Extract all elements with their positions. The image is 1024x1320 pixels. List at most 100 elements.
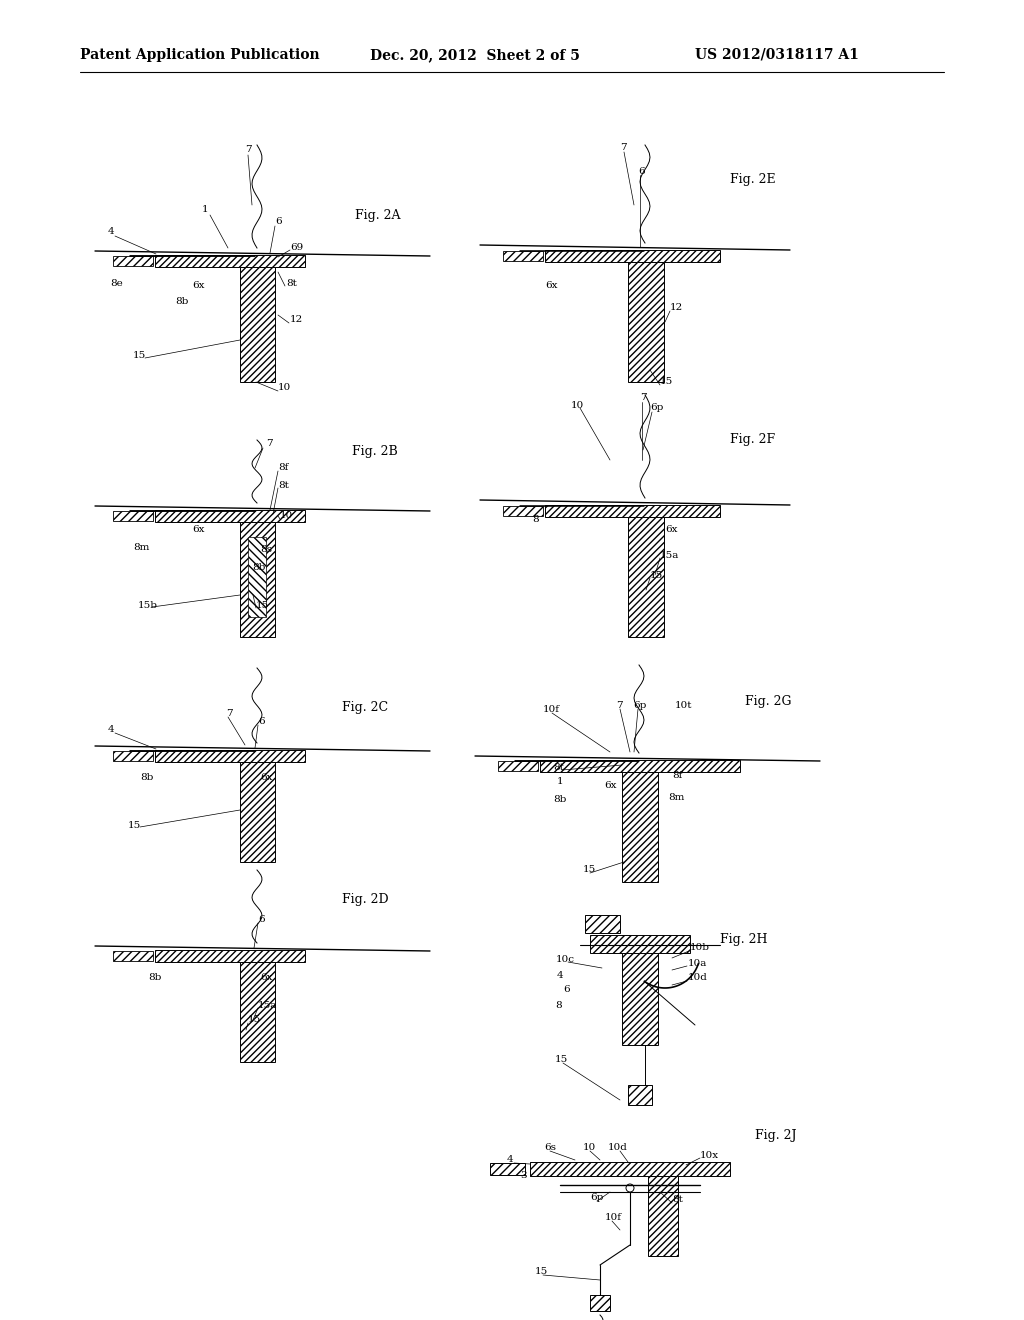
- Text: 8t: 8t: [672, 1196, 683, 1204]
- Bar: [240, 521, 275, 638]
- Bar: [240, 962, 275, 1063]
- Bar: [240, 762, 275, 862]
- Text: 8t: 8t: [286, 279, 297, 288]
- Text: 15a: 15a: [258, 1001, 278, 1010]
- Text: 1: 1: [202, 206, 209, 214]
- Text: 69: 69: [290, 243, 303, 252]
- Text: Fig. 2E: Fig. 2E: [730, 173, 775, 186]
- Bar: [545, 249, 720, 261]
- Text: 8f: 8f: [672, 771, 682, 780]
- Text: Fig. 2J: Fig. 2J: [755, 1129, 797, 1142]
- Bar: [628, 517, 664, 638]
- Bar: [248, 537, 266, 616]
- Text: US 2012/0318117 A1: US 2012/0318117 A1: [695, 48, 859, 62]
- Text: 10d: 10d: [608, 1143, 628, 1152]
- Bar: [155, 510, 305, 521]
- Text: 6x: 6x: [545, 281, 557, 289]
- Text: 15: 15: [133, 351, 146, 359]
- Text: 12: 12: [670, 304, 683, 313]
- Bar: [155, 255, 305, 267]
- Text: Patent Application Publication: Patent Application Publication: [80, 48, 319, 62]
- Text: 10b: 10b: [690, 944, 710, 953]
- Text: 7: 7: [266, 440, 272, 449]
- Text: Fig. 2H: Fig. 2H: [720, 933, 768, 946]
- Bar: [590, 1295, 610, 1311]
- Text: 6x: 6x: [665, 525, 678, 535]
- Text: 6p: 6p: [650, 404, 664, 412]
- Text: 15: 15: [535, 1267, 548, 1276]
- Text: 7: 7: [620, 144, 627, 153]
- Text: Fig. 2D: Fig. 2D: [342, 894, 389, 907]
- Text: 8m: 8m: [133, 544, 150, 553]
- Bar: [503, 506, 543, 516]
- Text: 6: 6: [258, 718, 264, 726]
- Text: 10c: 10c: [556, 956, 575, 965]
- Text: 4: 4: [507, 1155, 514, 1164]
- Text: Fig. 2A: Fig. 2A: [355, 209, 400, 222]
- Bar: [503, 251, 543, 261]
- Bar: [590, 935, 690, 953]
- Text: Fig. 2G: Fig. 2G: [745, 696, 792, 709]
- Bar: [622, 772, 658, 882]
- Text: 15a: 15a: [660, 550, 679, 560]
- Text: 8s: 8s: [260, 545, 272, 554]
- Bar: [155, 950, 305, 962]
- Bar: [113, 950, 153, 961]
- Bar: [628, 261, 664, 381]
- Text: 8f: 8f: [278, 463, 289, 473]
- Text: 3: 3: [520, 1171, 526, 1180]
- Bar: [240, 267, 275, 381]
- Text: 6: 6: [275, 218, 282, 227]
- Bar: [498, 762, 538, 771]
- Text: Fig. 2B: Fig. 2B: [352, 446, 397, 458]
- Text: 10: 10: [280, 511, 293, 520]
- Text: Dec. 20, 2012  Sheet 2 of 5: Dec. 20, 2012 Sheet 2 of 5: [370, 48, 580, 62]
- Text: 6s: 6s: [544, 1143, 556, 1152]
- Text: 15: 15: [256, 601, 269, 610]
- Text: 7: 7: [640, 393, 646, 403]
- Text: 6: 6: [563, 986, 569, 994]
- Text: 8b: 8b: [148, 974, 162, 982]
- Bar: [155, 750, 305, 762]
- Text: 7: 7: [245, 145, 252, 154]
- Text: 10: 10: [278, 384, 291, 392]
- Text: Fig. 2F: Fig. 2F: [730, 433, 775, 446]
- Bar: [622, 945, 658, 1045]
- Text: 8b: 8b: [175, 297, 188, 306]
- Text: 15: 15: [650, 570, 664, 579]
- Text: 15: 15: [555, 1056, 568, 1064]
- Text: 4: 4: [108, 726, 115, 734]
- Text: 15: 15: [248, 1015, 261, 1024]
- Text: 10x: 10x: [700, 1151, 719, 1159]
- Text: 6x: 6x: [604, 780, 616, 789]
- Bar: [585, 915, 620, 933]
- Text: 15b: 15b: [138, 601, 158, 610]
- Text: 6x: 6x: [193, 281, 205, 289]
- Text: 8b: 8b: [553, 796, 566, 804]
- Text: 6x: 6x: [260, 974, 272, 982]
- Text: 10: 10: [583, 1143, 596, 1152]
- Bar: [530, 1162, 730, 1176]
- Text: 10f: 10f: [543, 705, 560, 714]
- Text: 8e: 8e: [110, 279, 123, 288]
- Text: 6p: 6p: [633, 701, 646, 710]
- Text: 12: 12: [290, 315, 303, 325]
- Text: 15: 15: [128, 821, 141, 829]
- Text: 8b: 8b: [252, 564, 265, 573]
- Text: 15: 15: [583, 866, 596, 874]
- Bar: [648, 1176, 678, 1257]
- Text: 8m: 8m: [668, 793, 684, 803]
- Text: 8t: 8t: [278, 480, 289, 490]
- Text: 10d: 10d: [688, 974, 708, 982]
- Text: 7: 7: [616, 701, 623, 710]
- Bar: [540, 760, 740, 772]
- Text: 8: 8: [555, 1001, 561, 1010]
- Text: 8: 8: [532, 516, 539, 524]
- Text: 8t: 8t: [553, 763, 564, 772]
- Text: 6: 6: [638, 168, 645, 177]
- Text: Fig. 2C: Fig. 2C: [342, 701, 388, 714]
- Bar: [113, 256, 153, 267]
- Text: 10a: 10a: [688, 958, 708, 968]
- Text: 10: 10: [571, 400, 585, 409]
- Text: 10f: 10f: [605, 1213, 622, 1222]
